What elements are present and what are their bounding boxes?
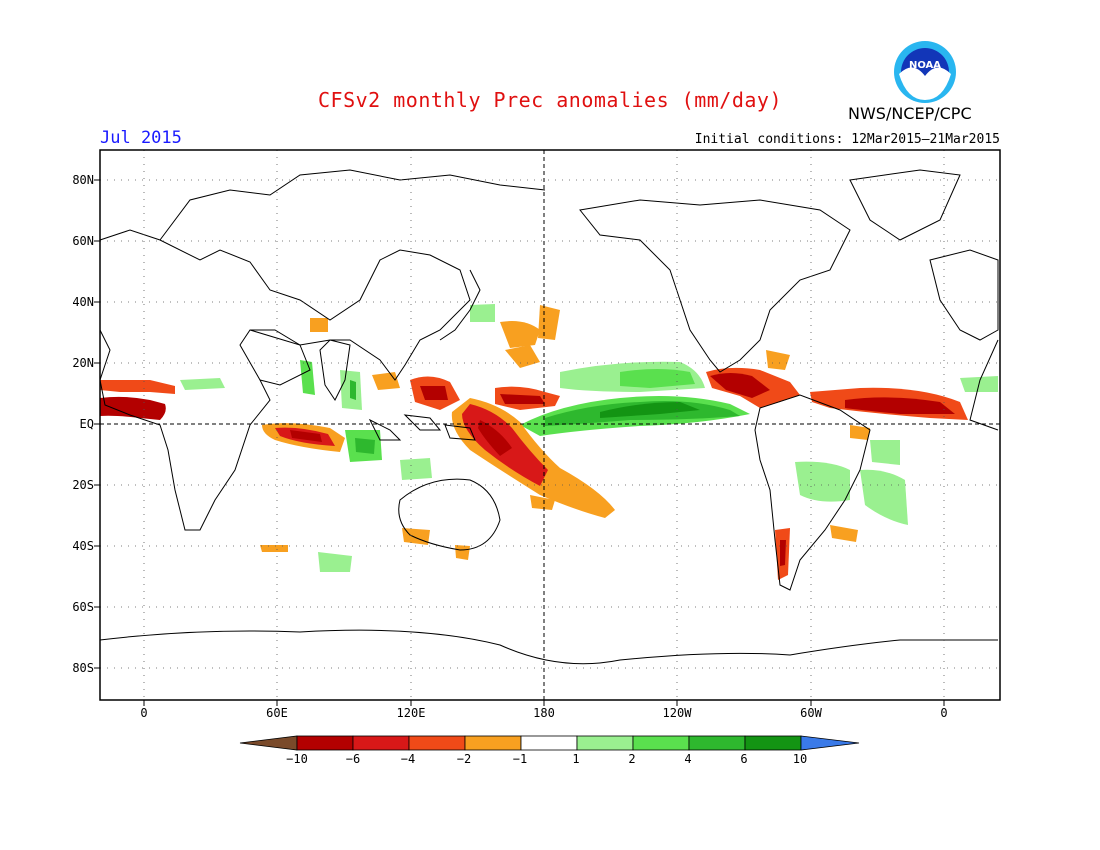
gridlines — [100, 150, 1000, 700]
colorbar — [239, 735, 860, 751]
lon-label-60w: 60W — [800, 706, 822, 720]
noaa-seagull-logo-icon: NOAA — [894, 41, 956, 103]
colorbar-label: 10 — [792, 752, 808, 766]
colorbar-swatch — [688, 735, 746, 751]
lat-label-80n: 80N — [72, 173, 94, 187]
lon-label-120w: 120W — [662, 706, 692, 720]
lat-label-60s: 60S — [72, 600, 94, 614]
initial-conditions-label: Initial conditions: 12Mar2015–21Mar2015 — [694, 132, 1000, 147]
colorbar-swatch — [408, 735, 466, 751]
colorbar-label: −2 — [456, 752, 472, 766]
colorbar-swatch — [352, 735, 410, 751]
lat-label-60n: 60N — [72, 234, 94, 248]
lat-label-40n: 40N — [72, 295, 94, 309]
agency-label: NWS/NCEP/CPC — [848, 104, 972, 123]
lat-label-eq: EQ — [79, 417, 94, 431]
colorbar-swatch — [520, 735, 578, 751]
colorbar-swatch — [632, 735, 690, 751]
colorbar-label: −6 — [345, 752, 361, 766]
forecast-month-label: Jul 2015 — [100, 128, 182, 148]
colorbar-label: 2 — [628, 752, 636, 766]
map-frame — [99, 149, 1001, 701]
anomaly-shading — [100, 304, 998, 580]
chart-title: CFSv2 monthly Prec anomalies (mm/day) — [317, 88, 783, 112]
lon-label-60e: 60E — [266, 706, 288, 720]
lat-label-80s: 80S — [72, 661, 94, 675]
colorbar-label: −10 — [286, 752, 308, 766]
colorbar-label: −1 — [512, 752, 528, 766]
colorbar-label: 1 — [572, 752, 580, 766]
colorbar-label: 4 — [684, 752, 692, 766]
lat-label-40s: 40S — [72, 539, 94, 553]
colorbar-swatch — [296, 735, 354, 751]
equator-dateline — [100, 150, 1000, 700]
colorbar-arrow-low — [239, 735, 298, 751]
lat-label-20n: 20N — [72, 356, 94, 370]
logo-text: NOAA — [909, 60, 941, 71]
lat-label-20s: 20S — [72, 478, 94, 492]
colorbar-swatch — [744, 735, 802, 751]
coastlines — [99, 169, 999, 665]
lon-label-180: 180 — [533, 706, 555, 720]
colorbar-swatch — [576, 735, 634, 751]
tick-marks — [94, 179, 945, 706]
colorbar-arrow-high — [800, 735, 860, 751]
lon-label-0-east: 0 — [940, 706, 948, 720]
colorbar-swatch — [464, 735, 522, 751]
lon-label-0: 0 — [140, 706, 148, 720]
lon-label-120e: 120E — [396, 706, 426, 720]
colorbar-label: −4 — [400, 752, 416, 766]
colorbar-label: 6 — [740, 752, 748, 766]
